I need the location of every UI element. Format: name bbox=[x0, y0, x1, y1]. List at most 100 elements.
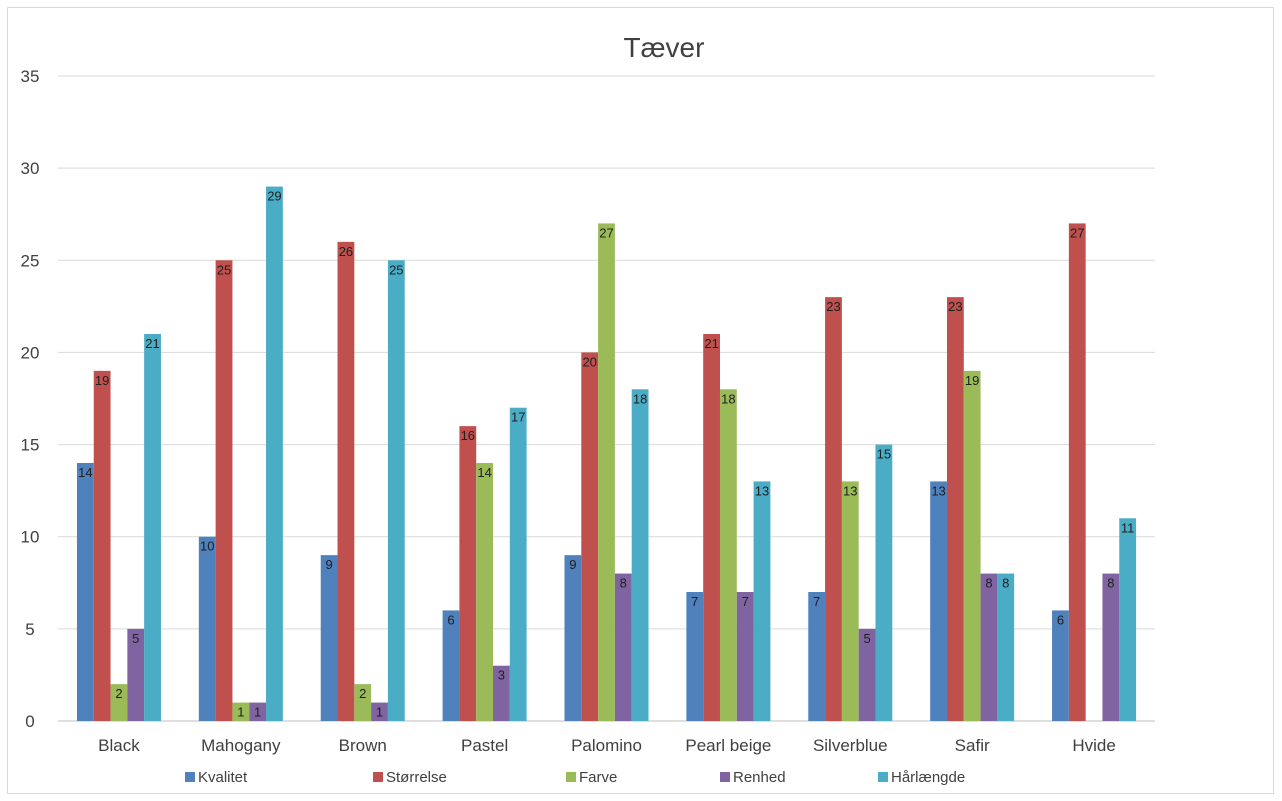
bar-kvalitet-silverblue bbox=[808, 592, 826, 721]
bar-renhed-palomino bbox=[614, 573, 632, 721]
bars bbox=[76, 186, 1137, 722]
data-label: 9 bbox=[326, 557, 333, 572]
bar-hårlængde-mahogany bbox=[266, 186, 283, 722]
x-category-label: Silverblue bbox=[813, 736, 888, 755]
data-label: 1 bbox=[237, 705, 244, 720]
data-label: 13 bbox=[931, 483, 945, 498]
data-label: 5 bbox=[132, 631, 139, 646]
x-category-label: Safir bbox=[955, 736, 990, 755]
legend: Kvalitet Størrelse Farve Renhed Hårlængde bbox=[185, 769, 965, 786]
data-label: 5 bbox=[863, 631, 870, 646]
y-tick-label: 10 bbox=[21, 528, 40, 547]
bar-renhed-mahogany bbox=[249, 702, 267, 721]
bar-størrelse-black bbox=[93, 370, 111, 721]
bar-hårlængde-silverblue bbox=[875, 444, 893, 721]
bar-hårlængde-black bbox=[144, 334, 161, 721]
legend-label: Kvalitet bbox=[198, 769, 248, 786]
bar-renhed-brown bbox=[371, 702, 388, 721]
bar-hårlængde-palomino bbox=[631, 389, 649, 721]
data-label: 18 bbox=[633, 391, 647, 406]
x-axis-category-labels: Black Mahogany Brown Pastel Palomino Pearl be… bbox=[98, 736, 1116, 755]
bar-farve-pastel bbox=[476, 463, 494, 721]
bar-kvalitet-pastel bbox=[442, 610, 460, 721]
y-tick-label: 30 bbox=[21, 159, 40, 178]
data-label: 15 bbox=[877, 447, 891, 462]
data-label: 23 bbox=[948, 299, 962, 314]
data-label: 7 bbox=[742, 594, 749, 609]
bar-renhed-pastel bbox=[493, 665, 510, 721]
y-tick-label: 35 bbox=[21, 67, 40, 86]
bar-farve-black bbox=[110, 684, 128, 721]
data-label: 18 bbox=[721, 391, 735, 406]
bar-hårlængde-hvide bbox=[1119, 518, 1137, 721]
data-label: 2 bbox=[115, 686, 122, 701]
data-label: 14 bbox=[78, 465, 92, 480]
data-label: 10 bbox=[200, 539, 214, 554]
data-label: 29 bbox=[267, 189, 281, 204]
bar-størrelse-pearl-beige bbox=[703, 334, 720, 721]
data-label: 6 bbox=[1057, 612, 1064, 627]
x-category-label: Mahogany bbox=[201, 736, 281, 755]
data-label: 2 bbox=[359, 686, 366, 701]
data-label: 27 bbox=[1070, 225, 1084, 240]
data-label: 21 bbox=[704, 336, 718, 351]
data-label: 11 bbox=[1121, 520, 1135, 535]
bar-størrelse-palomino bbox=[581, 352, 599, 721]
data-label: 8 bbox=[985, 576, 992, 591]
data-label: 13 bbox=[755, 483, 769, 498]
bar-kvalitet-palomino bbox=[564, 555, 582, 721]
data-label: 20 bbox=[582, 354, 596, 369]
data-label: 8 bbox=[620, 576, 627, 591]
data-label: 14 bbox=[477, 465, 491, 480]
bar-renhed-pearl-beige bbox=[736, 592, 754, 721]
y-tick-label: 20 bbox=[21, 343, 40, 362]
bar-kvalitet-safir bbox=[930, 481, 947, 721]
bar-størrelse-hvide bbox=[1068, 223, 1086, 721]
y-axis-tick-labels: 0 5 10 15 20 25 30 35 bbox=[21, 67, 40, 731]
legend-label: Størrelse bbox=[386, 769, 447, 786]
bar-størrelse-brown bbox=[337, 241, 355, 721]
y-tick-label: 15 bbox=[21, 436, 40, 455]
x-category-label: Pastel bbox=[461, 736, 508, 755]
data-label: 25 bbox=[389, 262, 403, 277]
y-tick-label: 25 bbox=[21, 251, 40, 270]
data-label: 7 bbox=[813, 594, 820, 609]
bar-renhed-black bbox=[127, 628, 145, 721]
x-category-label: Brown bbox=[339, 736, 387, 755]
bar-hårlængde-brown bbox=[387, 260, 405, 721]
x-category-label: Pearl beige bbox=[685, 736, 771, 755]
bar-kvalitet-brown bbox=[320, 555, 338, 721]
data-label: 7 bbox=[691, 594, 698, 609]
bar-renhed-safir bbox=[980, 573, 998, 721]
bar-farve-brown bbox=[354, 684, 372, 721]
bar-farve-silverblue bbox=[841, 481, 859, 721]
bar-størrelse-pastel bbox=[459, 426, 477, 721]
data-label: 17 bbox=[511, 410, 525, 425]
bar-størrelse-silverblue bbox=[825, 297, 842, 721]
legend-swatch bbox=[185, 772, 195, 782]
data-label: 26 bbox=[339, 244, 353, 259]
legend-label: Hårlængde bbox=[891, 769, 965, 786]
data-label: 21 bbox=[145, 336, 159, 351]
bar-kvalitet-hvide bbox=[1052, 610, 1069, 721]
bar-kvalitet-black bbox=[76, 463, 94, 721]
data-label: 19 bbox=[965, 373, 979, 388]
data-label: 8 bbox=[1107, 576, 1114, 591]
x-category-label: Palomino bbox=[571, 736, 642, 755]
legend-swatch bbox=[720, 772, 730, 782]
y-tick-label: 5 bbox=[25, 620, 34, 639]
data-label: 9 bbox=[569, 557, 576, 572]
legend-swatch bbox=[373, 772, 383, 782]
data-label: 23 bbox=[826, 299, 840, 314]
bar-kvalitet-pearl-beige bbox=[686, 592, 704, 721]
x-category-label: Black bbox=[98, 736, 140, 755]
bar-renhed-hvide bbox=[1102, 573, 1120, 721]
legend-swatch bbox=[878, 772, 888, 782]
data-label: 3 bbox=[498, 668, 505, 683]
x-category-label: Hvide bbox=[1072, 736, 1115, 755]
bar-farve-palomino bbox=[598, 223, 615, 721]
y-tick-label: 0 bbox=[25, 712, 34, 731]
bar-hårlængde-pastel bbox=[509, 407, 527, 721]
